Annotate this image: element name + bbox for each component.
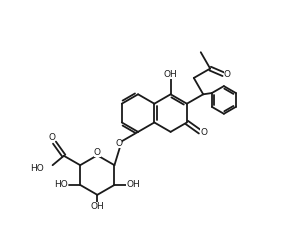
Text: OH: OH — [90, 202, 104, 211]
Text: O: O — [201, 128, 208, 137]
Text: OH: OH — [164, 70, 177, 79]
Text: O: O — [115, 139, 122, 148]
Text: O: O — [94, 148, 101, 157]
Text: OH: OH — [126, 181, 140, 189]
Text: HO: HO — [30, 164, 44, 173]
Text: O: O — [224, 70, 231, 79]
Text: O: O — [48, 133, 55, 142]
Text: HO: HO — [55, 181, 68, 189]
